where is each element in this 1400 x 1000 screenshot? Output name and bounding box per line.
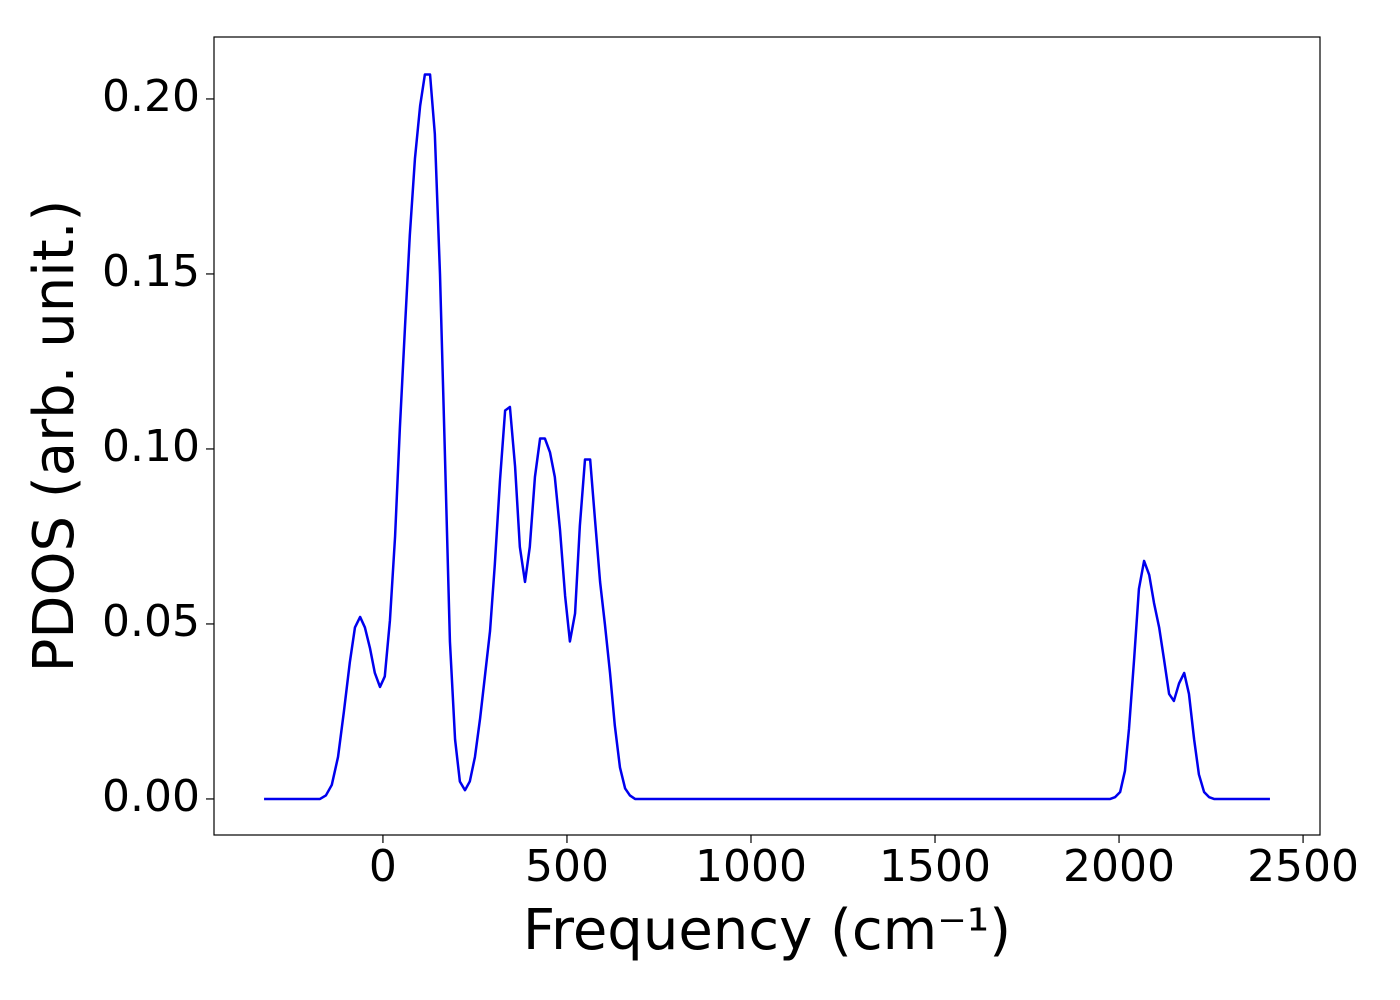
y-tick-label: 0.15 bbox=[102, 246, 200, 297]
y-tick-label: 0.00 bbox=[102, 771, 200, 822]
y-axis-label: PDOS (arb. unit.) bbox=[22, 200, 87, 673]
x-tick-label: 500 bbox=[525, 841, 609, 892]
pdos-line bbox=[264, 73, 1270, 801]
x-tick-label: 2000 bbox=[1063, 841, 1175, 892]
plot-frame bbox=[213, 36, 1321, 836]
x-tick-label: 0 bbox=[369, 841, 397, 892]
x-tick-label: 1000 bbox=[695, 841, 807, 892]
x-axis-label: Frequency (cm⁻¹) bbox=[523, 898, 1011, 963]
x-tick-label: 2500 bbox=[1247, 841, 1359, 892]
y-tick-label: 0.10 bbox=[102, 421, 200, 472]
x-tick-label: 1500 bbox=[879, 841, 991, 892]
y-tick-label: 0.05 bbox=[102, 596, 200, 647]
y-tick-label: 0.20 bbox=[102, 71, 200, 122]
